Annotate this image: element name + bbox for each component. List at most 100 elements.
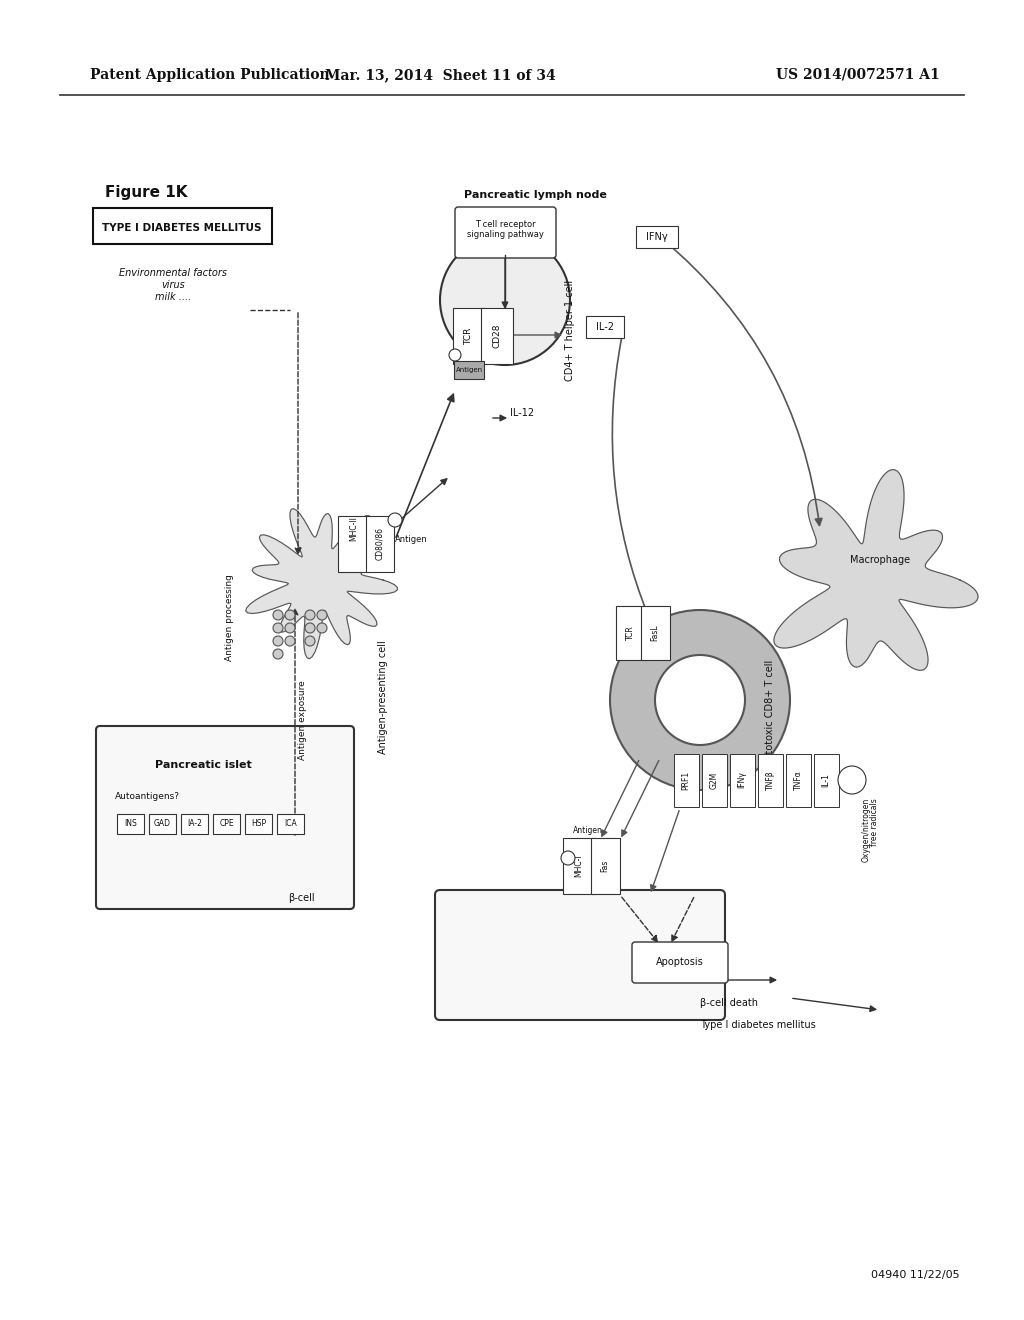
- Circle shape: [273, 623, 283, 634]
- FancyBboxPatch shape: [591, 838, 620, 894]
- FancyBboxPatch shape: [96, 726, 354, 909]
- Text: signaling pathway: signaling pathway: [467, 230, 544, 239]
- Text: TNFβ: TNFβ: [766, 770, 774, 789]
- FancyBboxPatch shape: [616, 606, 645, 660]
- Text: US 2014/0072571 A1: US 2014/0072571 A1: [776, 69, 940, 82]
- Text: free radicals: free radicals: [870, 799, 879, 846]
- FancyBboxPatch shape: [785, 754, 811, 807]
- Text: Pancreatic islet: Pancreatic islet: [155, 760, 252, 770]
- FancyBboxPatch shape: [454, 360, 484, 379]
- FancyBboxPatch shape: [729, 754, 755, 807]
- Text: Antigen exposure: Antigen exposure: [298, 680, 307, 760]
- Circle shape: [449, 348, 461, 360]
- Text: Antigen processing: Antigen processing: [225, 574, 234, 661]
- Text: IL-12: IL-12: [510, 408, 535, 418]
- FancyBboxPatch shape: [641, 606, 670, 660]
- FancyBboxPatch shape: [758, 754, 782, 807]
- Circle shape: [305, 636, 315, 645]
- FancyBboxPatch shape: [278, 814, 304, 834]
- FancyBboxPatch shape: [245, 814, 272, 834]
- Text: Apoptosis: Apoptosis: [656, 957, 703, 968]
- Text: PRF1: PRF1: [682, 771, 690, 789]
- Circle shape: [273, 610, 283, 620]
- Text: INS: INS: [124, 820, 137, 829]
- Text: TCR: TCR: [626, 626, 635, 640]
- Text: IFNγ: IFNγ: [646, 232, 668, 242]
- Text: Antigen: Antigen: [395, 536, 428, 544]
- Text: milk ....: milk ....: [155, 292, 191, 302]
- Text: TNFα: TNFα: [794, 770, 803, 789]
- Circle shape: [273, 636, 283, 645]
- Circle shape: [305, 610, 315, 620]
- FancyBboxPatch shape: [181, 814, 208, 834]
- Text: 04940 11/22/05: 04940 11/22/05: [871, 1270, 961, 1280]
- Text: MHC-II: MHC-II: [349, 516, 358, 541]
- Text: β-cell: β-cell: [289, 894, 315, 903]
- Text: Figure 1K: Figure 1K: [105, 185, 187, 201]
- Circle shape: [561, 851, 575, 865]
- Text: Pancreatic lymph node: Pancreatic lymph node: [464, 190, 606, 201]
- Text: Environmental factors: Environmental factors: [119, 268, 227, 279]
- FancyBboxPatch shape: [813, 754, 839, 807]
- Text: β-cell death: β-cell death: [700, 998, 758, 1008]
- Text: Antigen-presenting cell: Antigen-presenting cell: [378, 640, 388, 754]
- Circle shape: [440, 235, 570, 366]
- Text: FasL: FasL: [650, 624, 659, 642]
- Text: Mar. 13, 2014  Sheet 11 of 34: Mar. 13, 2014 Sheet 11 of 34: [325, 69, 555, 82]
- Circle shape: [285, 623, 295, 634]
- Text: MHC-I: MHC-I: [574, 854, 584, 878]
- Text: Fas: Fas: [600, 859, 609, 873]
- FancyBboxPatch shape: [453, 308, 485, 364]
- FancyBboxPatch shape: [213, 814, 240, 834]
- Text: CD28: CD28: [493, 323, 502, 348]
- Text: IL-1: IL-1: [821, 774, 830, 787]
- FancyBboxPatch shape: [563, 838, 595, 894]
- FancyBboxPatch shape: [366, 516, 394, 572]
- Circle shape: [838, 766, 866, 795]
- FancyBboxPatch shape: [481, 308, 513, 364]
- Polygon shape: [774, 470, 978, 671]
- Circle shape: [285, 610, 295, 620]
- Text: T cell receptor: T cell receptor: [475, 220, 536, 228]
- Text: Antigen: Antigen: [573, 826, 603, 836]
- Text: Antigen: Antigen: [456, 367, 482, 374]
- Text: Autoantigens?: Autoantigens?: [115, 792, 180, 801]
- Text: Oxygen/nitrogen: Oxygen/nitrogen: [862, 799, 871, 862]
- Text: ICA: ICA: [284, 820, 297, 829]
- Text: Cytotoxic CD8+ T cell: Cytotoxic CD8+ T cell: [765, 660, 775, 766]
- Text: TCR: TCR: [465, 327, 473, 345]
- FancyBboxPatch shape: [117, 814, 144, 834]
- Circle shape: [285, 636, 295, 645]
- Circle shape: [388, 513, 402, 527]
- Text: CD4+ T helper 1 cell: CD4+ T helper 1 cell: [565, 280, 575, 381]
- Text: HSP: HSP: [251, 820, 266, 829]
- Text: Type I diabetes mellitus: Type I diabetes mellitus: [700, 1020, 816, 1030]
- FancyBboxPatch shape: [636, 226, 678, 248]
- FancyBboxPatch shape: [338, 516, 370, 572]
- Text: IFNγ: IFNγ: [737, 772, 746, 788]
- FancyBboxPatch shape: [150, 814, 176, 834]
- Circle shape: [610, 610, 790, 789]
- Text: Macrophage: Macrophage: [850, 554, 910, 565]
- FancyBboxPatch shape: [586, 315, 624, 338]
- Text: virus: virus: [161, 280, 185, 290]
- Circle shape: [273, 649, 283, 659]
- FancyBboxPatch shape: [701, 754, 726, 807]
- FancyBboxPatch shape: [435, 890, 725, 1020]
- Text: CPE: CPE: [219, 820, 233, 829]
- Text: TYPE I DIABETES MELLITUS: TYPE I DIABETES MELLITUS: [102, 223, 262, 234]
- Circle shape: [317, 623, 327, 634]
- Text: CD80/86: CD80/86: [376, 528, 384, 561]
- FancyBboxPatch shape: [93, 209, 272, 244]
- FancyBboxPatch shape: [455, 207, 556, 257]
- Polygon shape: [246, 508, 397, 659]
- Circle shape: [655, 655, 745, 744]
- Text: IA-2: IA-2: [187, 820, 202, 829]
- Text: GAD: GAD: [154, 820, 171, 829]
- Text: IL-2: IL-2: [596, 322, 614, 333]
- Circle shape: [305, 623, 315, 634]
- Circle shape: [317, 610, 327, 620]
- FancyBboxPatch shape: [632, 942, 728, 983]
- Text: G2M: G2M: [710, 771, 719, 788]
- Text: Patent Application Publication: Patent Application Publication: [90, 69, 330, 82]
